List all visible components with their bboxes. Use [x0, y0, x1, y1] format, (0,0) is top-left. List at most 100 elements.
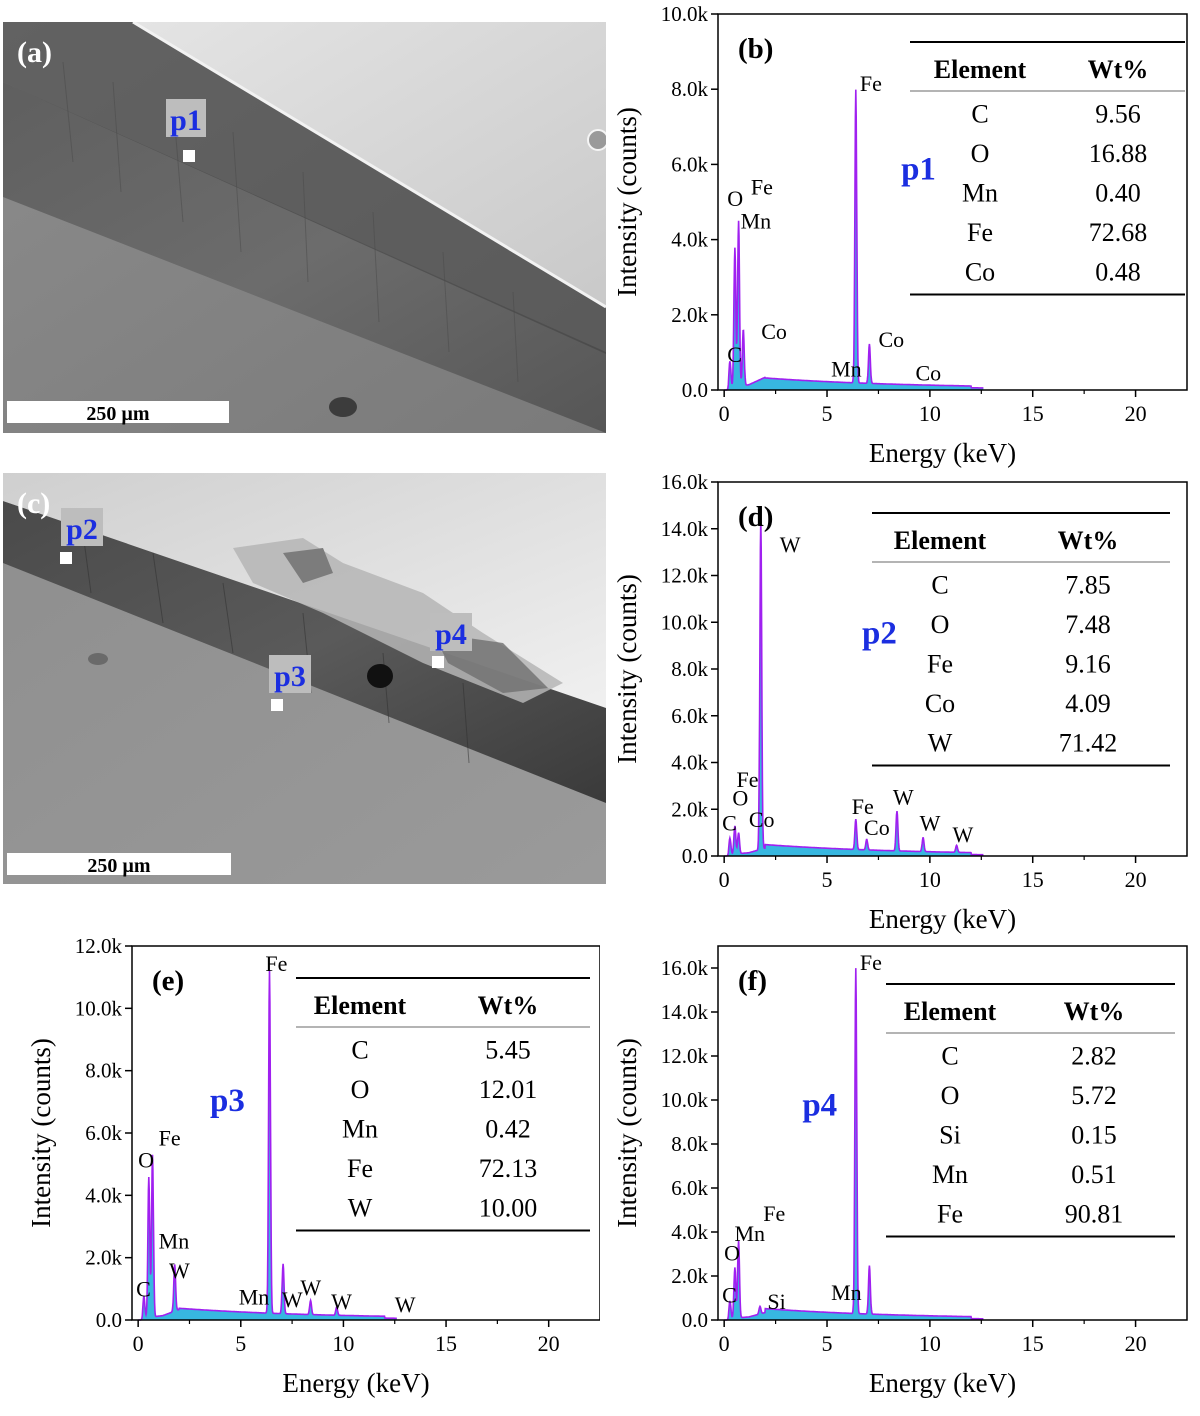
sem-point-label-p3: p3 — [274, 660, 306, 693]
x-tick-label: 10 — [919, 1331, 941, 1356]
eds-chart-f-svg: 0.0 2.0k 4.0k 6.0k 8.0k 10.0k 12.0k 14.0k 16.0k 0… — [612, 945, 1188, 1398]
y-tick-label: 12.0k — [661, 1044, 709, 1068]
panel-label: (f) — [738, 965, 767, 997]
peak-label: Mn — [831, 356, 862, 381]
peak-label: Si — [767, 1289, 785, 1314]
plot-frame — [717, 945, 1188, 1321]
panel-label: (e) — [152, 965, 184, 997]
y-tick-label: 12.0k — [661, 564, 709, 588]
x-tick-label: 0 — [719, 1331, 730, 1356]
x-tick-label: 0 — [133, 1331, 144, 1356]
eds-chart-f: 0.0 2.0k 4.0k 6.0k 8.0k 10.0k 12.0k 14.0k 16.0k 0… — [600, 930, 1200, 1411]
x-tick-label: 20 — [1125, 1331, 1147, 1356]
y-tick-label: 12.0k — [75, 934, 123, 958]
table-cell-wt: 72.13 — [479, 1154, 538, 1183]
y-tick-label: 2.0k — [85, 1246, 122, 1270]
table-cell-element: C — [971, 100, 988, 129]
eds-chart-d-svg: 0.0 2.0k 4.0k 6.0k 8.0k 10.0k 12.0k 14.0k 16.0k 0… — [612, 470, 1188, 934]
peak-label: Co — [749, 807, 775, 832]
point-label: p2 — [862, 615, 897, 651]
eds-chart-b-svg: 0.0 2.0k 4.0k 6.0k 8.0k 10.0k 0 5 10 15 20 Energy (… — [612, 2, 1188, 468]
panel-label: (b) — [738, 33, 773, 65]
y-tick-label: 2.0k — [671, 303, 708, 327]
y-tick-label: 4.0k — [671, 228, 708, 252]
table-header-element: Element — [894, 526, 987, 555]
table-cell-wt: 2.82 — [1071, 1042, 1117, 1071]
y-tick-label: 10.0k — [661, 2, 709, 26]
x-axis-label: Energy (keV) — [869, 904, 1016, 934]
y-tick-label: 6.0k — [85, 1121, 122, 1145]
x-tick-label: 5 — [822, 401, 833, 426]
eds-chart-e-svg: 0.0 2.0k 4.0k 6.0k 8.0k 10.0k 12.0k 0 5 10 15 20 Ene… — [26, 934, 601, 1398]
table-header-wt: Wt% — [1058, 526, 1119, 555]
y-tick-label: 10.0k — [661, 1088, 709, 1112]
p4-label-bg — [430, 613, 472, 651]
peak-label: W — [169, 1258, 190, 1283]
y-tick-label: 8.0k — [671, 77, 708, 101]
peak-label: Co — [878, 327, 904, 352]
y-tick-label: 16.0k — [661, 470, 709, 494]
table-cell-wt: 7.85 — [1065, 571, 1111, 600]
y-tick-label: 4.0k — [85, 1183, 122, 1207]
table-cell-wt: 0.51 — [1071, 1160, 1117, 1189]
x-tick-label: 10 — [332, 1331, 354, 1356]
y-axis-label: Intensity (counts) — [612, 1038, 642, 1228]
plot-frame — [717, 13, 1188, 391]
peak-label: W — [395, 1292, 416, 1317]
peak-label: Mn — [741, 208, 772, 233]
y-tick-label: 8.0k — [671, 1132, 708, 1156]
peak-label: W — [300, 1275, 321, 1300]
x-axis-label: Energy (keV) — [282, 1368, 429, 1398]
y-tick-label: 16.0k — [661, 956, 709, 980]
peak-label: Mn — [239, 1284, 270, 1309]
panel-label-c: (c) — [17, 487, 50, 520]
x-tick-label: 20 — [1125, 401, 1147, 426]
y-tick-label: 10.0k — [75, 996, 123, 1020]
y-tick-label: 10.0k — [661, 610, 709, 634]
p2-label-bg — [61, 508, 103, 546]
table-cell-wt: 0.48 — [1095, 258, 1141, 287]
peak-label: O — [138, 1147, 154, 1172]
p1-label-bg — [166, 99, 206, 137]
y-tick-label: 8.0k — [671, 657, 708, 681]
table-cell-wt: 16.88 — [1089, 139, 1148, 168]
point-label: p1 — [901, 151, 936, 187]
scale-bar-a — [7, 401, 229, 423]
table-cell-element: O — [931, 610, 950, 639]
peak-label: Mn — [734, 1221, 765, 1246]
peak-label: W — [953, 822, 974, 847]
peak-label: Fe — [860, 71, 882, 96]
peak-label: Mn — [831, 1280, 862, 1305]
scale-bar-label-c: 250 µm — [87, 855, 151, 877]
peak-label: W — [780, 532, 801, 557]
table-cell-wt: 0.15 — [1071, 1121, 1117, 1150]
y-tick-label: 4.0k — [671, 751, 708, 775]
table-cell-wt: 0.40 — [1095, 179, 1141, 208]
peak-label: Mn — [159, 1228, 190, 1253]
y-tick-label: 6.0k — [671, 152, 708, 176]
table-cell-wt: 0.42 — [485, 1115, 531, 1144]
y-tick-label: 4.0k — [671, 1220, 708, 1244]
sem-image-a: p1 250 µm (a) — [3, 22, 606, 433]
table-header-element: Element — [904, 997, 997, 1026]
table-cell-wt: 72.68 — [1089, 218, 1148, 247]
peak-label: Fe — [763, 1201, 785, 1226]
x-tick-label: 0 — [719, 867, 730, 892]
y-tick-label: 2.0k — [671, 797, 708, 821]
x-tick-label: 15 — [1022, 401, 1044, 426]
table-header-wt: Wt% — [1064, 997, 1125, 1026]
table-cell-wt: 12.01 — [479, 1075, 538, 1104]
table-cell-element: O — [351, 1075, 370, 1104]
table-cell-element: C — [941, 1042, 958, 1071]
x-axis-label: Energy (keV) — [869, 438, 1016, 468]
table-cell-wt: 71.42 — [1059, 729, 1118, 758]
x-tick-label: 15 — [435, 1331, 457, 1356]
peak-label: Co — [864, 815, 890, 840]
peak-label: O — [732, 786, 748, 811]
table-cell-element: Mn — [962, 179, 998, 208]
peak-label: Fe — [860, 950, 882, 975]
y-tick-label: 0.0 — [682, 378, 708, 402]
y-axis-label: Intensity (counts) — [612, 107, 642, 297]
y-tick-label: 0.0 — [682, 1308, 708, 1332]
spectrum-line — [724, 968, 984, 1321]
